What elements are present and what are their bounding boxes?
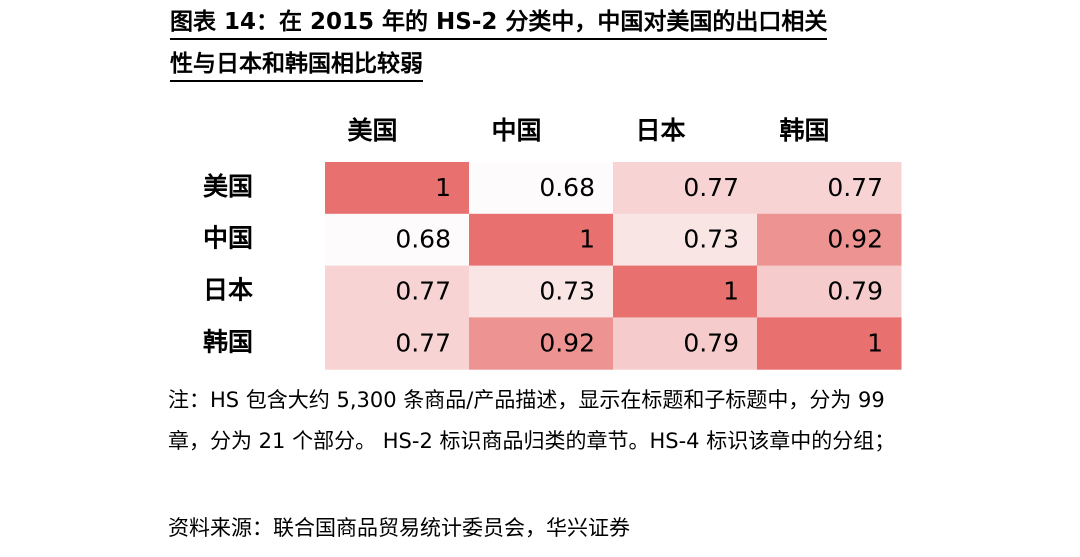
cell-value: 0.92 [539, 328, 595, 357]
row-label: 日本 [203, 276, 253, 305]
note: 注：HS 包含大约 5,300 条商品/产品描述，显示在标题和子标题中，分为 9… [168, 388, 896, 453]
cell [325, 265, 470, 318]
cell [469, 265, 614, 318]
cell [325, 213, 470, 267]
column-label: 中国 [492, 116, 542, 145]
cell [325, 317, 470, 370]
cell-value: 0.68 [539, 173, 595, 202]
cell [469, 162, 614, 215]
cell-value: 0.77 [683, 173, 739, 202]
cell-value: 0.73 [539, 277, 595, 306]
row-label: 韩国 [203, 327, 253, 356]
cell-value: 0.77 [395, 277, 451, 306]
cell-value: 0.79 [683, 328, 739, 357]
row-label: 中国 [203, 224, 253, 253]
cell-value: 0.77 [827, 173, 883, 202]
cell [757, 162, 902, 215]
cell [325, 162, 470, 215]
chart-title: 图表 14：在 2015 年的 HS-2 分类中，中国对美国的出口相关 [170, 2, 828, 40]
cell-value: 0.73 [683, 225, 739, 254]
cell-value: 1 [867, 328, 883, 357]
cell-value: 1 [723, 277, 739, 306]
cell-value: 0.68 [395, 225, 451, 254]
column-label: 日本 [636, 116, 686, 145]
cell [757, 265, 902, 318]
cell-value: 0.79 [827, 277, 883, 306]
cell [613, 265, 758, 318]
cell [613, 317, 758, 370]
cell [757, 317, 902, 370]
chart-title: 性与日本和韩国相比较弱 [170, 44, 423, 82]
source: 资料来源：联合国商品贸易统计委员会，华兴证券 [168, 516, 630, 540]
cell-value: 1 [579, 225, 595, 254]
cell-value: 0.77 [395, 328, 451, 357]
cell-value: 1 [435, 173, 451, 202]
cell [469, 213, 614, 267]
cell [613, 213, 758, 267]
column-label: 美国 [348, 116, 398, 145]
cell-value: 0.92 [827, 225, 883, 254]
cell [757, 213, 902, 267]
column-label: 韩国 [780, 116, 830, 145]
row-label: 美国 [203, 172, 253, 201]
cell [613, 162, 758, 215]
cell [469, 317, 614, 370]
